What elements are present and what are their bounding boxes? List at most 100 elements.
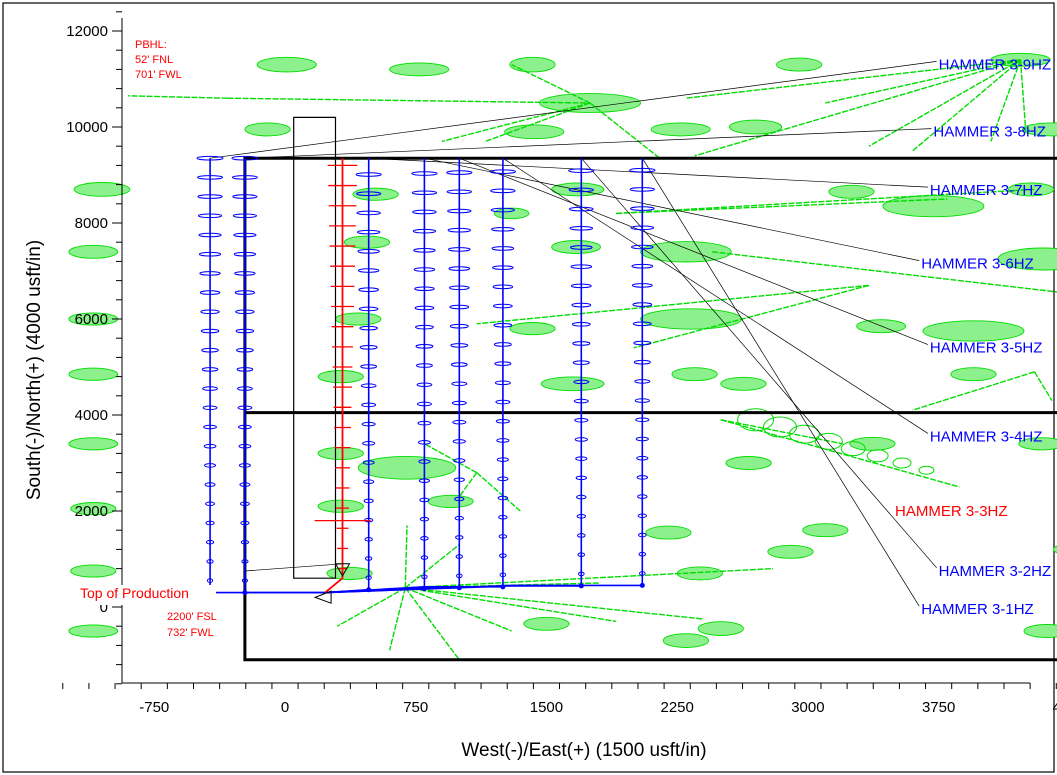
well-uncertainty [455,554,463,559]
offset-ring [427,494,474,508]
offset-trajectory-3-5 [404,544,460,589]
well-uncertainty [452,419,467,425]
well-uncertainty [633,340,652,346]
well-uncertainty [447,227,471,233]
offset-well-53 [551,240,601,254]
well-uncertainty [492,265,514,270]
well-uncertainty [356,191,382,197]
well-uncertainty [234,271,256,276]
well-uncertainty [575,475,588,481]
offset-ring [256,56,317,73]
well-uncertainty [631,283,653,288]
y-tick-label: 8000 [75,215,108,232]
well-uncertainty [570,264,593,269]
well-point [366,587,372,593]
well-uncertainty [421,574,428,580]
well-uncertainty [418,459,431,464]
well-uncertainty [447,208,472,214]
offset-tail-ellipse [814,432,843,450]
offset-ring [1021,122,1057,137]
offset-well-7 [68,624,119,638]
well-uncertainty [412,209,437,215]
well-uncertainty [358,287,379,293]
offset-well-10 [389,62,450,77]
offset-ring [68,624,119,638]
well-uncertainty [578,571,585,577]
offset-trajectory-2-2 [825,59,1021,104]
well-uncertainty [629,187,656,192]
well-uncertainty [356,229,381,235]
well-uncertainty [238,463,251,468]
well-point [639,582,645,588]
offset-ring [671,367,718,382]
offset-well-21 [882,195,985,218]
tp-marker [334,563,351,577]
well-uncertainty [577,552,586,557]
offset-trajectory-6-0 [720,419,960,488]
offset-well-24 [640,308,743,330]
pbhl-note-line-2: 52' FNL [135,54,173,66]
label-hammer-3-4hz: HAMMER 3-4HZ [930,428,1043,445]
x-tick-label: 4500 [1053,699,1057,716]
leader-line-hammer-3-8hz [244,128,932,159]
well-uncertainty [497,476,509,482]
y-tick-label: 12000 [66,23,108,40]
offset-ring [389,62,450,77]
well-uncertainty [206,578,214,583]
well-uncertainty [364,537,373,542]
well-uncertainty [362,460,375,465]
offset-well-47 [352,187,399,201]
offset-ring [1018,437,1057,451]
offset-ring [849,436,896,451]
offset-trajectory-9-0 [476,472,521,512]
offset-trajectory-7-1 [1033,371,1053,401]
offset-trajectory-5-1 [476,284,869,325]
well-uncertainty [413,248,436,253]
offset-trajectory-9-2 [424,443,478,474]
x-tick-label: 750 [403,699,428,716]
well-uncertainty [236,347,254,353]
well-uncertainty [237,405,253,411]
well-uncertainty [363,479,375,485]
offset-ring [317,446,364,460]
offset-ring [352,187,399,201]
well-path [325,158,644,594]
offset-ring [68,244,119,259]
well-labels-layer: HAMMER 3-1HZ HAMMER 3-2HZ HAMMER 3-4HZ HAMM… [895,56,1051,618]
y-tick-label: 6000 [75,311,108,328]
well-uncertainty [363,498,374,504]
well-uncertainty [202,386,218,391]
well-uncertainty [238,443,252,449]
well-uncertainty [568,187,595,193]
well-uncertainty [574,417,589,423]
well-uncertainty [632,302,653,307]
offset-well-49 [427,494,474,508]
offset-trajectory-3-2 [405,587,512,632]
well-uncertainty [412,228,437,234]
well-uncertainty [630,206,655,211]
well-uncertainty [635,436,649,442]
y-tick-label: 10000 [66,119,108,136]
well-uncertainty [238,424,252,430]
well-uncertainty [411,190,438,196]
offset-trajectory-2-3 [868,59,1021,147]
y-tick-label: 4000 [75,407,108,424]
well-uncertainty [638,532,647,538]
offset-ring [662,633,710,648]
well-uncertainty [237,386,253,391]
x-tick-label: 2250 [660,699,693,716]
well-uncertainty [454,515,464,521]
well-uncertainty [233,232,257,238]
well-uncertainty [198,251,222,257]
well-path [244,158,326,594]
well-uncertainty [637,513,648,519]
well-uncertainty [576,494,587,500]
offset-well-40 [523,616,570,631]
hardline-box [293,116,337,579]
well-uncertainty [360,364,378,369]
well-uncertainty [577,533,586,538]
label-hammer-3-2hz: HAMMER 3-2HZ [939,563,1052,580]
top-of-production-background [78,585,216,605]
offset-ring [70,564,117,578]
well-uncertainty [449,304,470,310]
